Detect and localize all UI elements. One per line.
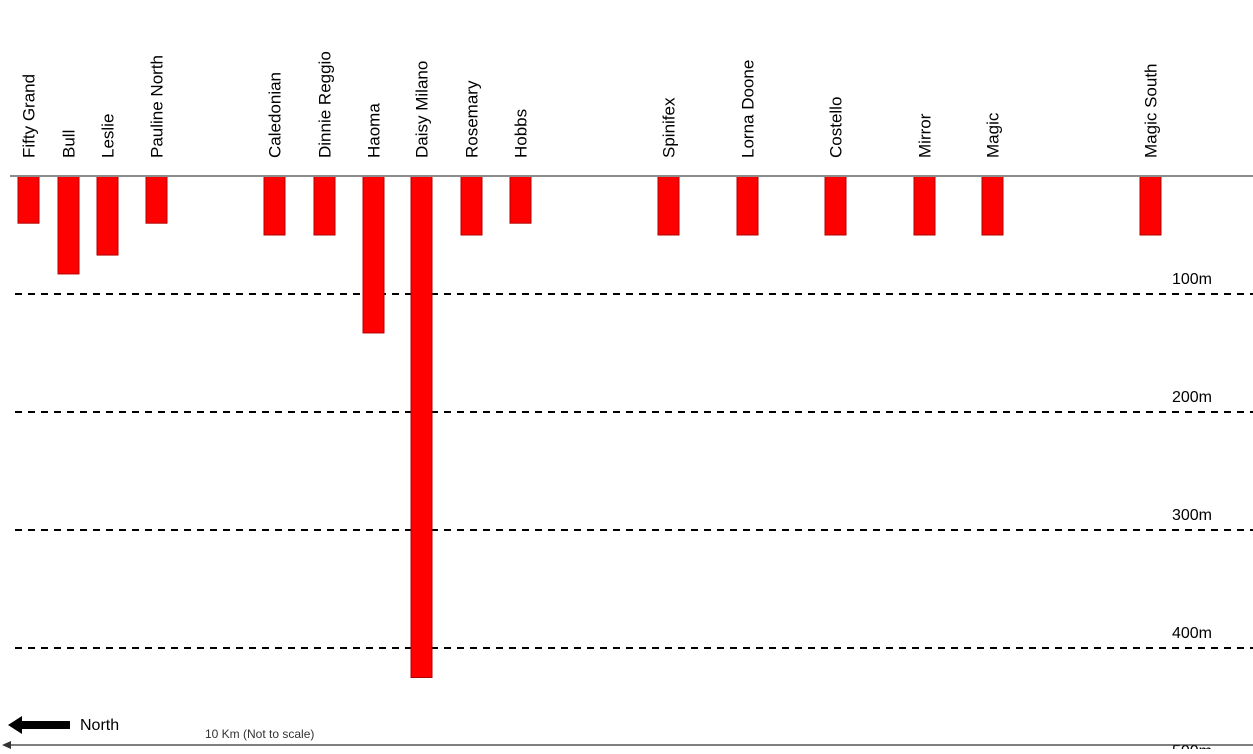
category-label: Costello: [827, 97, 846, 158]
category-label: Lorna Doone: [739, 60, 758, 158]
category-label: Magic: [984, 112, 1003, 158]
category-label: Daisy Milano: [413, 61, 432, 158]
category-label: Rosemary: [463, 80, 482, 158]
bar-5: [313, 175, 336, 236]
depth-label: 200m: [1172, 389, 1212, 406]
category-label: Caledonian: [266, 72, 285, 158]
scale-note: 10 Km (Not to scale): [205, 727, 314, 741]
depth-label: 500m: [1172, 743, 1212, 749]
depth-label: 100m: [1172, 271, 1212, 288]
scale-arrow-icon: [2, 741, 11, 749]
depth-labels: 100m 200m 300m 400m 500m: [1172, 271, 1212, 754]
category-label: Hobbs: [512, 109, 531, 158]
bar-8: [460, 175, 483, 236]
category-label: Bull: [60, 130, 79, 158]
bar-9: [509, 175, 532, 224]
north-arrow-icon: [8, 716, 70, 734]
category-labels: Fifty Grand Bull Leslie Pauline North Caledo…: [20, 51, 1161, 158]
category-label: Dinnie Reggio: [316, 51, 335, 158]
north-arrow: North: [8, 716, 119, 734]
category-label: Haoma: [365, 103, 384, 158]
category-label: Mirror: [916, 113, 935, 158]
bar-4: [263, 175, 286, 236]
bar-6: [362, 175, 385, 334]
bar-2: [96, 175, 119, 256]
bar-10: [657, 175, 680, 236]
bar-14: [981, 175, 1004, 236]
bars: [17, 175, 1162, 678]
category-label: Magic South: [1142, 64, 1161, 159]
category-label: Pauline North: [148, 55, 167, 158]
bar-11: [736, 175, 759, 236]
category-label: Leslie: [99, 114, 118, 158]
bar-0: [17, 175, 40, 224]
bar-13: [913, 175, 936, 236]
bar-1: [57, 175, 80, 275]
depth-gridlines: [15, 293, 1253, 649]
category-label: Fifty Grand: [20, 74, 39, 158]
bar-7: [410, 175, 433, 678]
depth-label: 400m: [1172, 625, 1212, 642]
bar-3: [145, 175, 168, 224]
bar-12: [824, 175, 847, 236]
category-label: Spinifex: [660, 97, 679, 158]
depth-label: 300m: [1172, 507, 1212, 524]
scale-line: [2, 741, 1253, 749]
bar-15: [1139, 175, 1162, 236]
north-label: North: [80, 717, 119, 734]
